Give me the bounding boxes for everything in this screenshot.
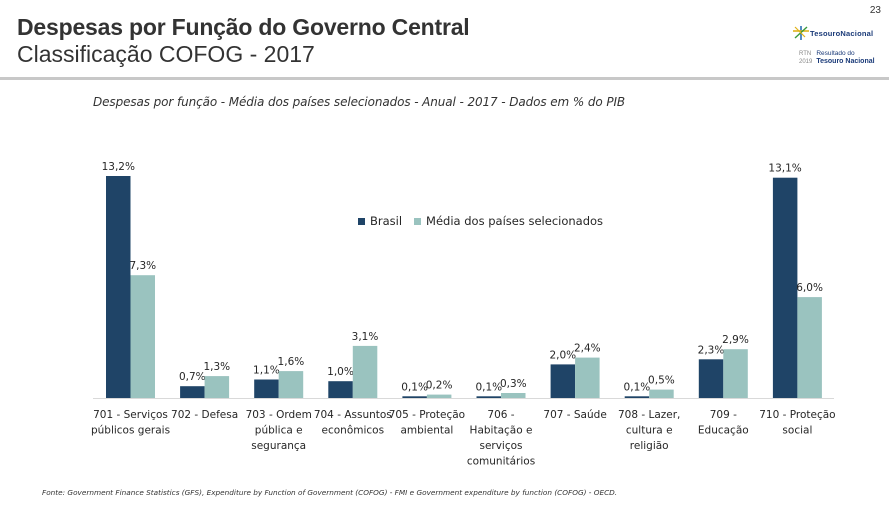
data-label-media-5: 0,2% xyxy=(426,380,453,392)
data-label-media-8: 0,5% xyxy=(648,375,675,387)
page-number: 23 xyxy=(869,5,881,16)
bar-media-10 xyxy=(797,297,822,398)
logo-brand-text: TesouroNacional xyxy=(810,28,874,38)
chart-title: Despesas por função - Média dos países s… xyxy=(93,95,626,109)
logo-rtn: RTN 2019 Resultado do Tesouro Nacional xyxy=(799,50,875,66)
data-label-brasil-10: 13,1% xyxy=(768,163,801,175)
star-burst-icon xyxy=(793,26,809,40)
logo-rtn-label: RTN xyxy=(799,51,812,57)
category-label-6: 706 -Habitação e serviços comunitários xyxy=(467,409,535,468)
category-label-2: 702 - Defesa xyxy=(171,409,238,421)
bar-brasil-2 xyxy=(180,386,205,398)
bar-media-4 xyxy=(352,345,378,398)
logo-brand: TesouroNacional xyxy=(792,25,873,41)
category-label-7: 707 - Saúde xyxy=(543,409,606,421)
category-label-8: 708 - Lazer, cultura e religião xyxy=(618,409,680,452)
category-label-5: 705 - Proteção ambiental xyxy=(389,409,465,437)
data-label-media-6: 0,3% xyxy=(500,378,527,390)
slide-title: Despesas por Função do Governo Central xyxy=(17,14,470,40)
bar-brasil-3 xyxy=(254,379,279,398)
bar-media-3 xyxy=(278,371,304,398)
bar-brasil-9 xyxy=(698,359,724,398)
bar-brasil-10 xyxy=(772,177,798,398)
header-divider xyxy=(0,77,889,80)
data-label-media-10: 6,0% xyxy=(796,282,823,294)
chart-legend: Brasil Média dos países selecionados xyxy=(358,214,615,228)
bar-media-2 xyxy=(204,376,230,398)
data-label-brasil-4: 1,0% xyxy=(327,366,354,378)
category-label-3: 703 - Ordem pública e segurança xyxy=(246,409,312,452)
legend-swatch-media xyxy=(414,217,422,225)
data-label-brasil-8: 0,1% xyxy=(624,381,651,393)
category-label-1: 701 - Serviços públicos gerais xyxy=(91,409,170,437)
bar-brasil-5 xyxy=(402,396,427,398)
tesouro-nacional-logo: TesouroNacional RTN 2019 Resultado do Te… xyxy=(792,25,887,73)
data-label-media-3: 1,6% xyxy=(278,356,305,368)
data-label-brasil-5: 0,1% xyxy=(401,381,428,393)
bar-media-9 xyxy=(723,349,748,398)
data-label-media-1: 7,3% xyxy=(129,260,156,272)
bar-brasil-7 xyxy=(550,364,576,398)
bar-brasil-4 xyxy=(328,381,353,398)
bar-media-8 xyxy=(649,389,674,398)
legend-item-media: Média dos países selecionados xyxy=(414,214,603,228)
data-label-brasil-6: 0,1% xyxy=(475,381,502,393)
data-label-media-4: 3,1% xyxy=(352,331,379,343)
bar-brasil-8 xyxy=(624,396,650,398)
logo-rtn-line2: Tesouro Nacional xyxy=(816,58,875,65)
legend-swatch-brasil xyxy=(358,217,365,225)
bar-media-5 xyxy=(426,394,452,398)
bar-media-1 xyxy=(130,275,155,398)
category-label-9: 709 -Educação xyxy=(698,409,749,437)
bar-media-7 xyxy=(575,357,600,398)
category-label-4: 704 - Assuntos econômicos xyxy=(314,409,392,437)
logo-rtn-line1: Resultado do xyxy=(816,50,855,57)
legend-item-brasil: Brasil xyxy=(358,214,402,228)
bar-brasil-1 xyxy=(106,176,131,398)
data-label-brasil-9: 2,3% xyxy=(698,344,725,356)
data-label-media-2: 1,3% xyxy=(203,361,230,373)
category-label-10: 710 - Proteção social xyxy=(759,409,835,437)
bar-media-6 xyxy=(501,393,526,398)
data-label-brasil-1: 13,2% xyxy=(102,161,135,173)
source-note: Fonte: Government Finance Statistics (GF… xyxy=(42,488,618,497)
data-label-brasil-7: 2,0% xyxy=(549,349,576,361)
data-label-brasil-2: 0,7% xyxy=(179,371,206,383)
data-label-brasil-3: 1,1% xyxy=(253,365,280,377)
slide-subtitle: Classificação COFOG - 2017 xyxy=(17,41,315,67)
data-label-media-9: 2,9% xyxy=(722,334,749,346)
logo-rtn-year: 2019 xyxy=(799,59,813,65)
data-label-media-7: 2,4% xyxy=(574,343,601,355)
bar-brasil-6 xyxy=(476,396,501,398)
legend-label-brasil: Brasil xyxy=(370,214,403,228)
legend-label-media: Média dos países selecionados xyxy=(426,214,604,228)
